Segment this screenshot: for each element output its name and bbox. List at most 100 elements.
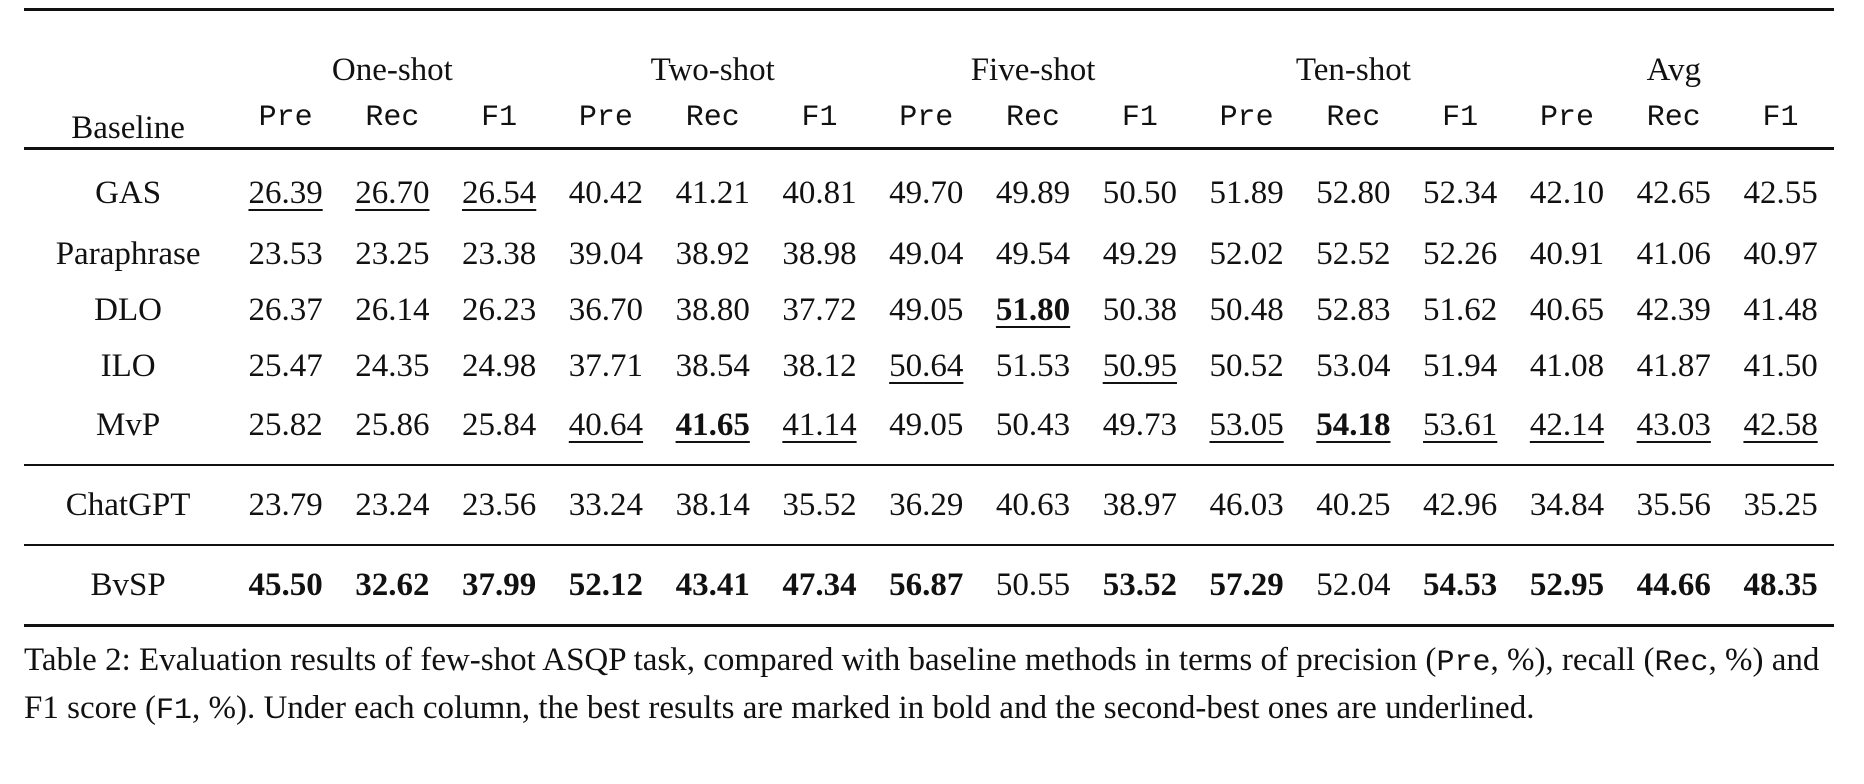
group-header-five-shot: Five-shot [970, 52, 1096, 88]
group-header-two-shot: Two-shot [650, 52, 775, 88]
table-cell: 49.89 [980, 149, 1087, 227]
results-table: Baseline One-shot Two-shot Five-shot Ten… [24, 8, 1834, 627]
cell-value: 35.25 [1743, 486, 1818, 523]
cell-value: 49.89 [995, 174, 1071, 211]
table-cell: 46.03 [1193, 465, 1300, 545]
table-cell: 43.03 [1620, 394, 1727, 465]
cell-value: 44.66 [1636, 566, 1711, 603]
metric-header: Pre [899, 101, 954, 135]
cell-value: 50.55 [995, 566, 1071, 603]
table-cell: 39.04 [553, 226, 660, 282]
cell-value: 38.54 [675, 347, 750, 384]
table-cell: 23.25 [339, 226, 446, 282]
table-cell: 36.29 [873, 465, 980, 545]
table-cell: 38.54 [659, 338, 766, 394]
cell-value: 40.65 [1529, 291, 1605, 328]
cell-value: 50.95 [1102, 347, 1177, 384]
cell-value: 35.52 [782, 486, 857, 523]
table-cell: 48.35 [1727, 545, 1834, 626]
table-cell: 42.10 [1514, 149, 1621, 227]
table-cell: 53.61 [1407, 394, 1514, 465]
table-cell: 41.06 [1620, 226, 1727, 282]
table-cell: 50.38 [1086, 282, 1193, 338]
table-cell: 50.55 [980, 545, 1087, 626]
table-cell: 41.65 [659, 394, 766, 465]
table-cell: 42.14 [1514, 394, 1621, 465]
cell-value: 51.89 [1209, 174, 1284, 211]
cell-value: 38.80 [675, 291, 750, 328]
table-caption: Table 2: Evaluation results of few-shot … [24, 638, 1844, 734]
cell-value: 46.03 [1209, 486, 1284, 523]
caption-text: , %), recall ( [1490, 642, 1655, 678]
table-cell: 40.91 [1514, 226, 1621, 282]
table-cell: 50.48 [1193, 282, 1300, 338]
cell-value: 41.21 [675, 174, 750, 211]
cell-value: 41.14 [782, 406, 857, 443]
cell-value: 37.71 [568, 347, 644, 384]
row-name: DLO [94, 291, 162, 328]
cell-value: 52.83 [1316, 291, 1391, 328]
cell-value: 26.23 [462, 291, 537, 328]
table-cell: 54.18 [1300, 394, 1407, 465]
table-cell: 49.05 [873, 394, 980, 465]
cell-value: 52.26 [1423, 235, 1498, 272]
cell-value: 51.62 [1423, 291, 1498, 328]
table-cell: 33.24 [553, 465, 660, 545]
cell-value: 49.73 [1102, 406, 1177, 443]
table-cell: 38.97 [1086, 465, 1193, 545]
table-cell: 25.86 [339, 394, 446, 465]
table-cell: 40.81 [766, 149, 873, 227]
cell-value: 25.82 [248, 406, 323, 443]
table-cell: 51.94 [1407, 338, 1514, 394]
table-cell: 45.50 [232, 545, 339, 626]
cell-value: 41.08 [1529, 347, 1605, 384]
table-cell: 26.37 [232, 282, 339, 338]
table-cell: 49.54 [980, 226, 1087, 282]
cell-value: 26.39 [248, 174, 323, 211]
cell-value: 40.63 [995, 486, 1071, 523]
table-cell: 52.95 [1514, 545, 1621, 626]
table-row: BvSP 45.50 32.62 37.99 52.12 43.41 47.34 56.87 5… [24, 545, 1834, 626]
cell-value: 52.95 [1529, 566, 1605, 603]
table-cell: 37.99 [446, 545, 553, 626]
table-cell: 38.92 [659, 226, 766, 282]
caption-text: Table 2: Evaluation results of few-shot … [24, 642, 1437, 678]
table-cell: 52.04 [1300, 545, 1407, 626]
cell-value: 49.70 [889, 174, 964, 211]
cell-value: 52.34 [1423, 174, 1498, 211]
table-cell: 52.26 [1407, 226, 1514, 282]
cell-value: 38.12 [782, 347, 857, 384]
table-cell: 50.52 [1193, 338, 1300, 394]
table-cell: 23.24 [339, 465, 446, 545]
table-cell: 50.64 [873, 338, 980, 394]
table-cell: 40.97 [1727, 226, 1834, 282]
cell-value: 52.04 [1316, 566, 1391, 603]
table-cell: 26.14 [339, 282, 446, 338]
cell-value: 40.64 [568, 406, 644, 443]
cell-value: 51.53 [995, 347, 1071, 384]
cell-value: 40.42 [568, 174, 644, 211]
table-cell: 44.66 [1620, 545, 1727, 626]
table-cell: 42.55 [1727, 149, 1834, 227]
metric-header: Pre [1539, 101, 1594, 135]
table-cell: 49.04 [873, 226, 980, 282]
cell-value: 42.10 [1529, 174, 1605, 211]
cell-value: 41.87 [1636, 347, 1711, 384]
group-header-avg: Avg [1646, 52, 1701, 88]
cell-value: 49.05 [889, 291, 964, 328]
table-cell: 49.73 [1086, 394, 1193, 465]
cell-value: 48.35 [1743, 566, 1818, 603]
table-cell: 41.08 [1514, 338, 1621, 394]
group-header-ten-shot: Ten-shot [1295, 52, 1411, 88]
table-cell: 26.54 [446, 149, 553, 227]
table-cell: 43.41 [659, 545, 766, 626]
table-cell: 34.84 [1514, 465, 1621, 545]
metric-header: F1 [1762, 101, 1799, 135]
cell-value: 41.48 [1743, 291, 1818, 328]
table-cell: 40.42 [553, 149, 660, 227]
cell-value: 52.52 [1316, 235, 1391, 272]
cell-value: 51.94 [1423, 347, 1498, 384]
table-cell: 50.50 [1086, 149, 1193, 227]
cell-value: 49.29 [1102, 235, 1177, 272]
cell-value: 51.80 [995, 291, 1071, 328]
